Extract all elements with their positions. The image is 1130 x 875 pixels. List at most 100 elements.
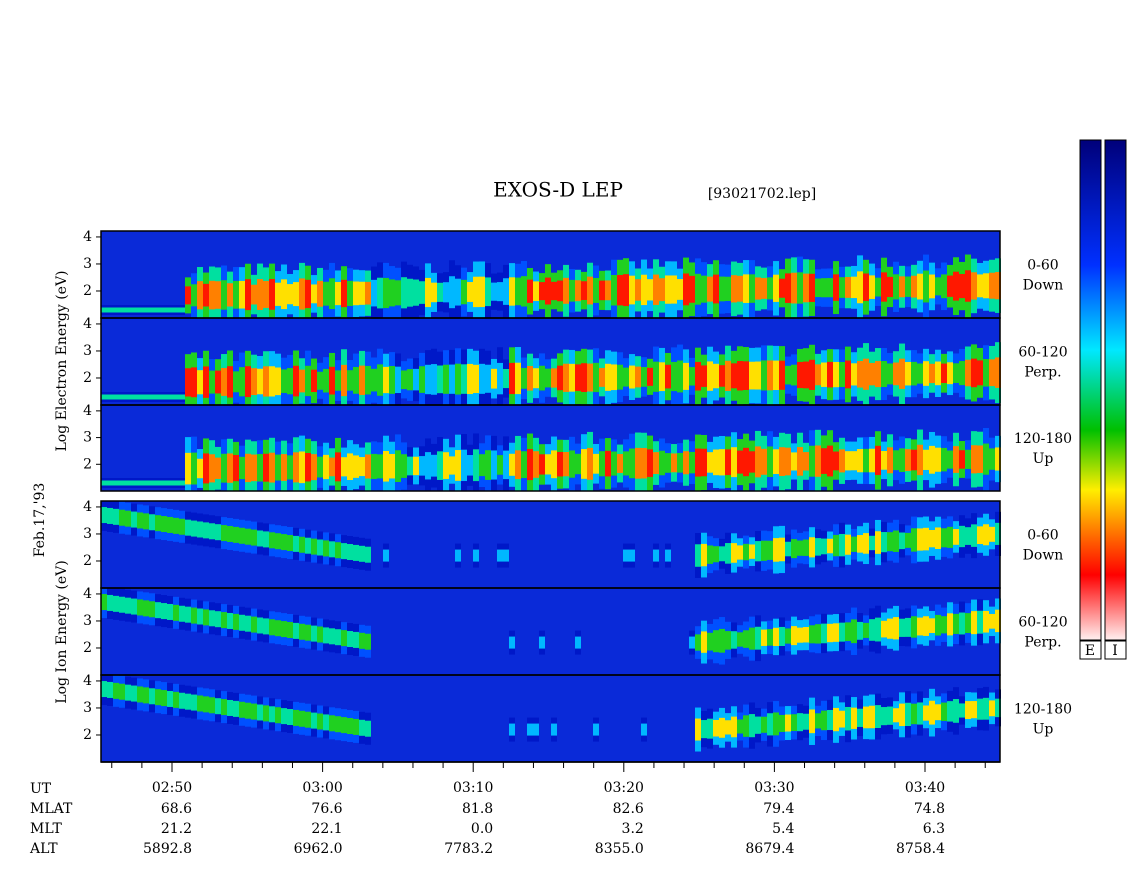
spectrogram-texture	[701, 365, 707, 387]
spectrogram-texture	[959, 361, 965, 386]
spectrogram-texture	[545, 277, 551, 305]
spectrogram-texture	[125, 480, 131, 486]
spectrogram-texture	[713, 546, 719, 563]
spectrogram-texture	[647, 367, 653, 386]
spectrogram-texture	[299, 369, 305, 393]
spectrogram-texture	[863, 706, 869, 729]
spectrogram-texture	[587, 363, 593, 392]
spectrogram-texture	[965, 701, 971, 720]
spectrogram-texture	[863, 358, 869, 390]
spectrogram-texture	[311, 625, 317, 642]
spectrogram-texture	[785, 714, 791, 732]
spectrogram-texture	[953, 699, 959, 723]
ion-axis-label: Log Ion Energy (eV)	[54, 560, 70, 703]
spectrogram-texture	[275, 282, 281, 306]
spectrogram-texture	[473, 276, 479, 308]
spectrogram-texture	[185, 286, 191, 305]
spectrogram-texture	[221, 612, 227, 629]
spectrogram-texture	[677, 279, 683, 300]
spectrogram-texture	[311, 454, 317, 481]
spectrogram-texture	[767, 629, 773, 646]
spectrogram-texture	[923, 616, 929, 636]
spectrogram-texture	[131, 511, 137, 528]
y-tick-label: 4	[83, 316, 92, 332]
spectrogram-texture	[545, 454, 551, 475]
spectrogram-texture	[221, 367, 227, 396]
spectrogram-texture	[323, 281, 329, 306]
y-tick-label: 3	[83, 526, 92, 542]
spectrogram-texture	[779, 537, 785, 562]
spectrogram-texture	[653, 452, 659, 475]
spectrogram-texture	[119, 307, 125, 313]
spectrogram-texture	[425, 364, 431, 395]
ephemeris-value: 3.2	[622, 821, 644, 837]
spectrogram-texture	[953, 271, 959, 301]
spectrogram-texture	[713, 630, 719, 653]
spectrogram-texture	[809, 273, 815, 302]
spectrogram-texture	[629, 448, 635, 479]
spectrogram-texture	[227, 453, 233, 483]
spectrogram-texture	[845, 451, 851, 471]
spectrogram-texture	[761, 278, 767, 299]
spectrogram-texture	[311, 369, 317, 393]
spectrogram-texture	[917, 528, 923, 551]
spectrogram-texture	[875, 617, 881, 642]
spectrogram-texture	[479, 276, 485, 308]
spectrogram-texture	[119, 509, 125, 526]
spectrogram-texture	[533, 451, 539, 478]
spectrogram-texture	[293, 365, 299, 397]
ephemeris-value: 76.6	[311, 801, 342, 817]
spectrogram-texture	[107, 594, 113, 611]
spectrogram-texture	[395, 280, 401, 306]
spectrogram-texture	[845, 622, 851, 642]
spectrogram-texture	[239, 701, 245, 718]
spectrogram-texture	[293, 452, 299, 483]
title: EXOS-D LEP	[493, 178, 623, 202]
spectrogram-texture	[323, 714, 329, 731]
spectrogram-texture	[155, 480, 161, 486]
spectrogram-texture	[401, 277, 407, 309]
spectrogram-texture	[743, 361, 749, 390]
spectrogram-texture	[983, 610, 989, 633]
x-tick-label: 02:50	[152, 780, 192, 796]
spectrogram-texture	[341, 364, 347, 397]
spectrogram-texture	[875, 531, 881, 554]
spectrogram-texture	[929, 363, 935, 384]
y-tick-label: 2	[83, 553, 92, 569]
spectrogram-texture	[731, 275, 737, 303]
spectrogram-texture	[575, 280, 581, 302]
spectrogram-texture	[821, 362, 827, 387]
spectrogram-texture	[359, 719, 365, 736]
file-name: [93021702.lep]	[708, 186, 816, 202]
spectrogram-texture	[515, 450, 521, 480]
spectrogram-texture	[917, 702, 923, 725]
spectrogram-texture	[701, 275, 707, 303]
spectrogram-texture	[395, 450, 401, 483]
spectrogram-texture	[179, 307, 185, 313]
panel-label: 120-180	[1014, 702, 1072, 718]
spectrogram-texture	[335, 542, 341, 559]
spectrogram-texture	[773, 538, 779, 562]
spectrogram-texture	[221, 525, 227, 542]
spectrogram-texture	[287, 455, 293, 480]
spectrogram-texture	[113, 307, 119, 313]
spectrogram-texture	[347, 718, 353, 735]
spectrogram-texture	[287, 535, 293, 551]
spectrogram-texture	[989, 613, 995, 629]
spectrogram-texture	[803, 452, 809, 471]
spectrogram-texture	[209, 280, 215, 310]
spectrogram-texture	[269, 278, 275, 310]
spectrogram-texture	[773, 360, 779, 391]
spectrogram-texture	[857, 449, 863, 473]
spectrogram-texture	[695, 634, 701, 651]
spectrogram-texture	[239, 527, 245, 544]
spectrogram-texture	[719, 449, 725, 476]
spectrogram-texture	[971, 272, 977, 300]
ephemeris-value: 7783.2	[444, 841, 493, 857]
spectrogram-texture	[725, 360, 731, 391]
spectrogram-texture	[923, 705, 929, 721]
spectrogram-texture	[857, 360, 863, 388]
spectrogram-texture	[215, 281, 221, 309]
spectrogram-texture	[911, 275, 917, 298]
spectrogram-texture	[239, 367, 245, 397]
